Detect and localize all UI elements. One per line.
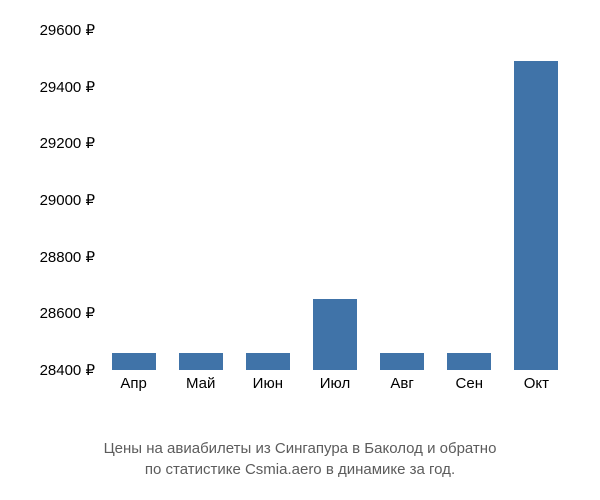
bar-group xyxy=(100,30,570,370)
caption-line-1: Цены на авиабилеты из Сингапура в Баколо… xyxy=(104,440,497,457)
y-tick-label: 29600 ₽ xyxy=(20,21,95,39)
y-tick-label: 29200 ₽ xyxy=(20,134,95,152)
x-tick-label: Июл xyxy=(313,375,357,392)
x-tick-label: Авг xyxy=(380,375,424,392)
x-tick-label: Апр xyxy=(112,375,156,392)
y-tick-label: 28400 ₽ xyxy=(20,361,95,379)
bar xyxy=(380,353,424,370)
plot-area xyxy=(100,30,570,370)
price-chart: 28400 ₽ 28600 ₽ 28800 ₽ 29000 ₽ 29200 ₽ 29400… xyxy=(20,20,580,410)
bar xyxy=(447,353,491,370)
x-tick-label: Сен xyxy=(447,375,491,392)
y-axis: 28400 ₽28600 ₽28800 ₽29000 ₽29200 ₽29400… xyxy=(20,30,95,370)
y-tick-label: 29400 ₽ xyxy=(20,78,95,96)
bar xyxy=(246,353,290,370)
bar xyxy=(112,353,156,370)
y-tick-label: 28600 ₽ xyxy=(20,304,95,322)
x-tick-label: Июн xyxy=(246,375,290,392)
bar xyxy=(514,61,558,370)
caption-line-2: по статистике Csmia.aero в динамике за г… xyxy=(145,461,455,478)
chart-caption: Цены на авиабилеты из Сингапура в Баколо… xyxy=(0,438,600,480)
y-tick-label: 28800 ₽ xyxy=(20,248,95,266)
x-tick-label: Окт xyxy=(514,375,558,392)
x-tick-label: Май xyxy=(179,375,223,392)
bar xyxy=(313,299,357,370)
y-tick-label: 29000 ₽ xyxy=(20,191,95,209)
x-axis: Апр Май Июн Июл Авг Сен Окт xyxy=(100,375,570,392)
bar xyxy=(179,353,223,370)
